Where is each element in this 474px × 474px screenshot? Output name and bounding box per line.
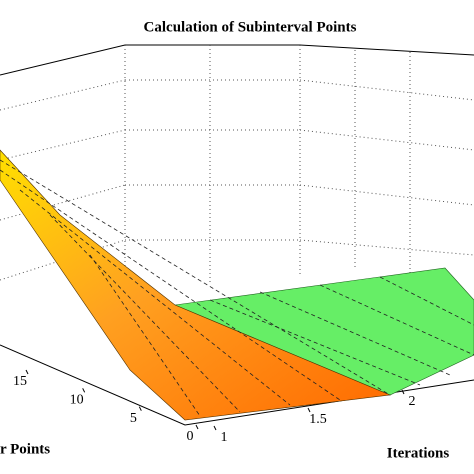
x-tick <box>401 389 405 395</box>
y-axis-label: r Points <box>0 441 50 457</box>
x-tick-label: 1 <box>221 430 228 445</box>
y-tick <box>25 369 29 375</box>
surface <box>0 149 474 421</box>
y-tick <box>138 406 142 411</box>
x-tick <box>307 407 311 413</box>
y-tick <box>82 388 86 393</box>
y-tick-label: 15 <box>13 374 27 389</box>
chart-title: Calculation of Subinterval Points <box>144 19 357 35</box>
y-tick-label: 5 <box>130 411 137 426</box>
y-tick-label: 0 <box>187 429 194 444</box>
y-tick-label: 10 <box>70 393 84 408</box>
x-tick-label: 2 <box>409 394 416 409</box>
x-axis-label: Iterations <box>387 445 450 461</box>
y-tick <box>195 424 199 430</box>
x-tick <box>213 425 217 431</box>
x-tick-label: 1.5 <box>309 412 327 427</box>
